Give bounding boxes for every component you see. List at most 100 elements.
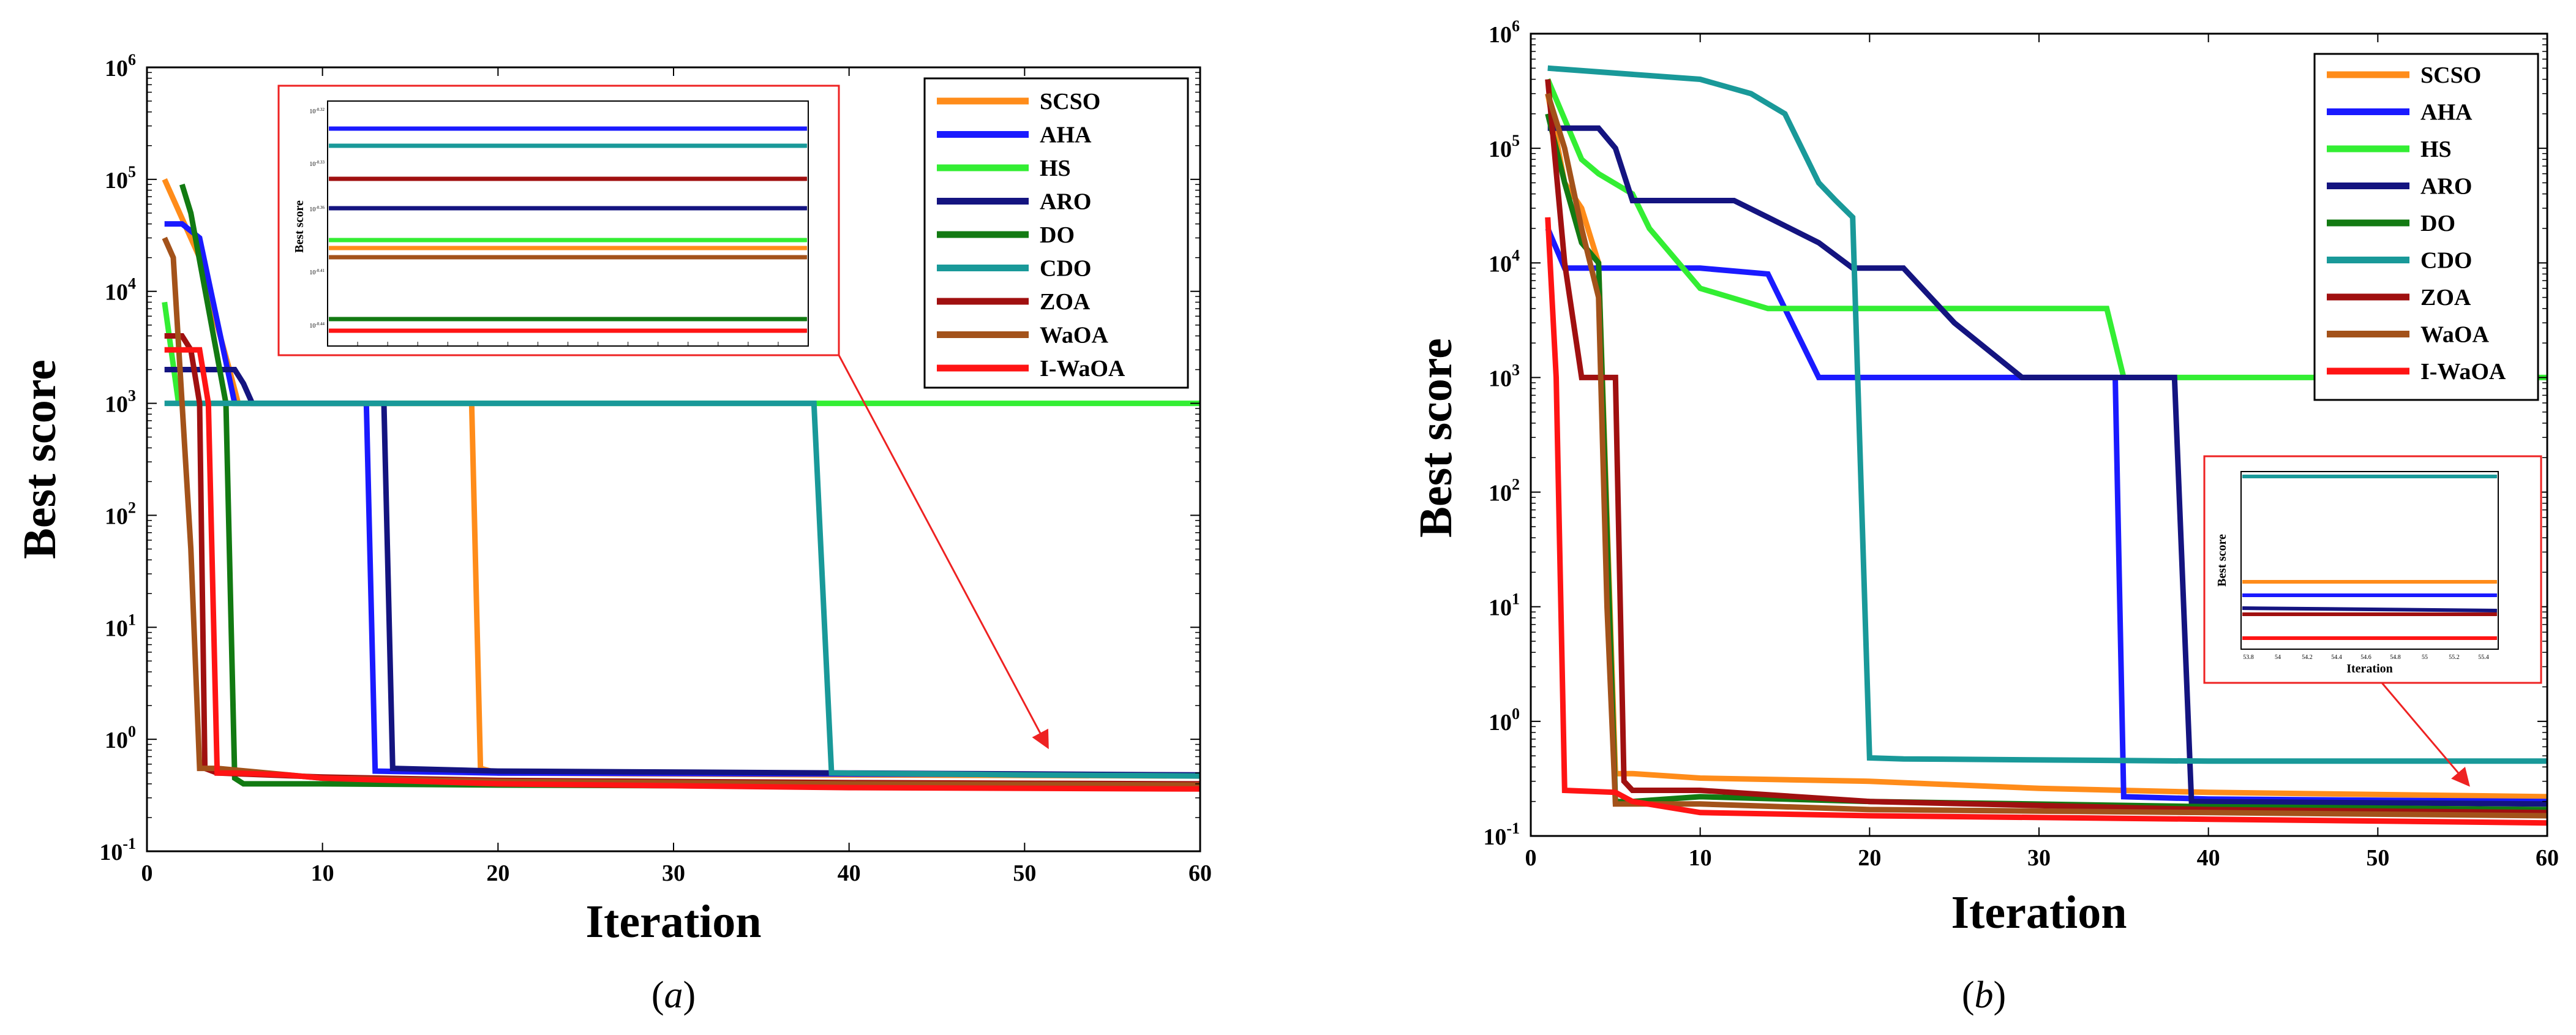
y-tick-label-a: 101 [105, 611, 136, 641]
series-line-b-zoa [1545, 79, 2548, 816]
x-tick-label-a: 60 [1188, 860, 1212, 886]
series-line-b-waoa [1545, 92, 2548, 819]
inset-x-tick-label-b: 55.4 [2478, 654, 2489, 661]
y-tick-label-b: 10-1 [1483, 819, 1520, 850]
plot-area-b [1545, 65, 2548, 826]
series-line-b-aro [1547, 125, 2548, 807]
inset-tick-a-3: 10-0.41 [309, 268, 325, 276]
legend-item-a-hs: HS [937, 156, 1071, 181]
y-tick-label-b: 104 [1489, 246, 1520, 277]
y-tick-label-b: 102 [1489, 476, 1520, 506]
y-tick-label-a: 102 [105, 499, 136, 529]
inset-y-ticks-a: 10-0.32 10-0.33 10-0.36 10-0.41 10-0.44 [309, 107, 325, 329]
inset-tick-a-0: 10-0.32 [309, 107, 325, 115]
inset-tick-a-1: 10-0.33 [309, 160, 325, 168]
inset-line-b-aro [2242, 606, 2498, 612]
y-tick-label-a: 103 [105, 387, 136, 418]
inset-x-tick-label-b: 54.4 [2331, 654, 2342, 661]
legend-item-b-aro: ARO [2327, 174, 2472, 200]
series-line-a-cdo [164, 401, 1201, 779]
legend-item-b-scso: SCSO [2327, 62, 2481, 88]
y-axis-title-b: Best score [1410, 338, 1462, 538]
inset-lines-a [329, 126, 807, 346]
x-tick-label-b: 60 [2536, 845, 2559, 871]
legend-item-a-scso: SCSO [937, 89, 1100, 115]
x-tick-label-a: 50 [1013, 860, 1036, 886]
y-tick-label-a: 106 [105, 51, 136, 81]
legend-label: ARO [1040, 189, 1091, 215]
inset-plot-frame-b [2240, 471, 2499, 650]
series-line-b-hs [1545, 78, 2547, 380]
inset-x-tick-label-b: 55.2 [2449, 654, 2460, 661]
inset-y-label-b: Best score [2215, 534, 2229, 587]
inset-y-label-a: Best score [293, 200, 306, 253]
y-tick-label-b: 101 [1489, 590, 1520, 621]
inset-plot-frame-a [327, 100, 809, 347]
legend-label: WaOA [1040, 323, 1108, 348]
caption-a: (a) [652, 974, 696, 1016]
inset-x-ticks-b: 53.8 54 54.2 54.4 54.6 54.8 55 55.2 55.4 [2243, 654, 2489, 661]
legend-item-a-aro: ARO [937, 189, 1091, 215]
y-tick-label-b: 103 [1489, 361, 1520, 391]
x-tick-label-a: 30 [662, 860, 685, 886]
x-tick-label-b: 0 [1525, 845, 1537, 871]
legend-label: HS [2420, 137, 2452, 162]
inset-arrow-b [2381, 682, 2470, 787]
legend-label: ZOA [2420, 285, 2471, 310]
plot-area-a [162, 178, 1201, 792]
inset-x-tick-label-b: 54.6 [2360, 654, 2371, 661]
legend-item-a-cdo: CDO [937, 256, 1091, 282]
legend-item-b-aha: AHA [2327, 100, 2473, 126]
caption-b: (b) [1962, 974, 2006, 1016]
x-tick-label-a: 40 [838, 860, 861, 886]
legend-label: HS [1040, 156, 1071, 181]
legend-item-a-i-waoa: I-WaOA [937, 356, 1125, 382]
inset-x-tick-label-b: 53.8 [2243, 654, 2254, 661]
inset-tick-a-4: 10-0.44 [309, 322, 325, 329]
legend-item-b-cdo: CDO [2327, 248, 2472, 274]
legend-label: CDO [2420, 248, 2472, 274]
x-tick-label-b: 20 [1858, 845, 1881, 871]
series-line-b-cdo [1547, 65, 2547, 764]
axis-ticks-b: 0 10 20 30 40 50 60 10-1 100 101 102 103 104 105 106 [1483, 17, 2559, 871]
inset-x-tick-label-b: 54.8 [2390, 654, 2401, 661]
x-tick-label-b: 40 [2197, 845, 2220, 871]
inset-x-label-b: Iteration [2346, 662, 2393, 676]
x-tick-label-a: 10 [311, 860, 334, 886]
legend-item-a-zoa: ZOA [937, 289, 1091, 315]
series-line-a-aro [164, 367, 1201, 778]
series-line-b-aha [1545, 227, 2548, 805]
series-line-b-i-waoa [1545, 217, 2548, 826]
legend-item-a-aha: AHA [937, 122, 1092, 148]
legend-label: SCSO [1040, 89, 1100, 115]
legend-item-b-hs: HS [2327, 137, 2452, 162]
zoom-inset-b: 53.8 54 54.2 54.4 54.6 54.8 55 55.2 55.4 Best sc… [2203, 455, 2542, 787]
inset-x-tick-label-b: 55 [2422, 654, 2428, 661]
legend-item-b-i-waoa: I-WaOA [2327, 359, 2506, 385]
legend-item-b-waoa: WaOA [2327, 322, 2489, 348]
legend-item-a-waoa: WaOA [937, 323, 1108, 348]
x-tick-label-b: 50 [2366, 845, 2389, 871]
legend-b: SCSO AHA HS ARO DO CDO ZOA WaOA I-WaOA [2313, 53, 2539, 401]
legend-item-a-do: DO [937, 222, 1075, 248]
legend-label: ARO [2420, 174, 2472, 200]
y-tick-label-b: 100 [1489, 705, 1520, 736]
y-axis-title-a: Best score [14, 359, 66, 559]
y-tick-label-b: 106 [1489, 17, 1520, 48]
legend-label: AHA [2420, 100, 2473, 126]
chart-panel-b: 0 10 20 30 40 50 60 10-1 100 101 102 103 104 105 106 I… [1410, 17, 2559, 1016]
x-tick-label-b: 30 [2027, 845, 2051, 871]
inset-x-tick-label-b: 54 [2275, 654, 2281, 661]
legend-label: I-WaOA [1040, 356, 1125, 382]
x-axis-title-b: Iteration [1951, 887, 2127, 938]
inset-x-tick-label-b: 54.2 [2302, 654, 2313, 661]
legend-label: AHA [1040, 122, 1092, 148]
y-tick-label-a: 100 [105, 723, 136, 753]
y-tick-label-a: 104 [105, 275, 136, 306]
y-tick-label-b: 105 [1489, 132, 1520, 162]
legend-a: SCSO AHA HS ARO DO CDO ZOA WaOA I-WaOA [923, 77, 1189, 389]
legend-label: DO [2420, 211, 2455, 236]
x-tick-label-a: 20 [486, 860, 509, 886]
legend-label: CDO [1040, 256, 1091, 282]
